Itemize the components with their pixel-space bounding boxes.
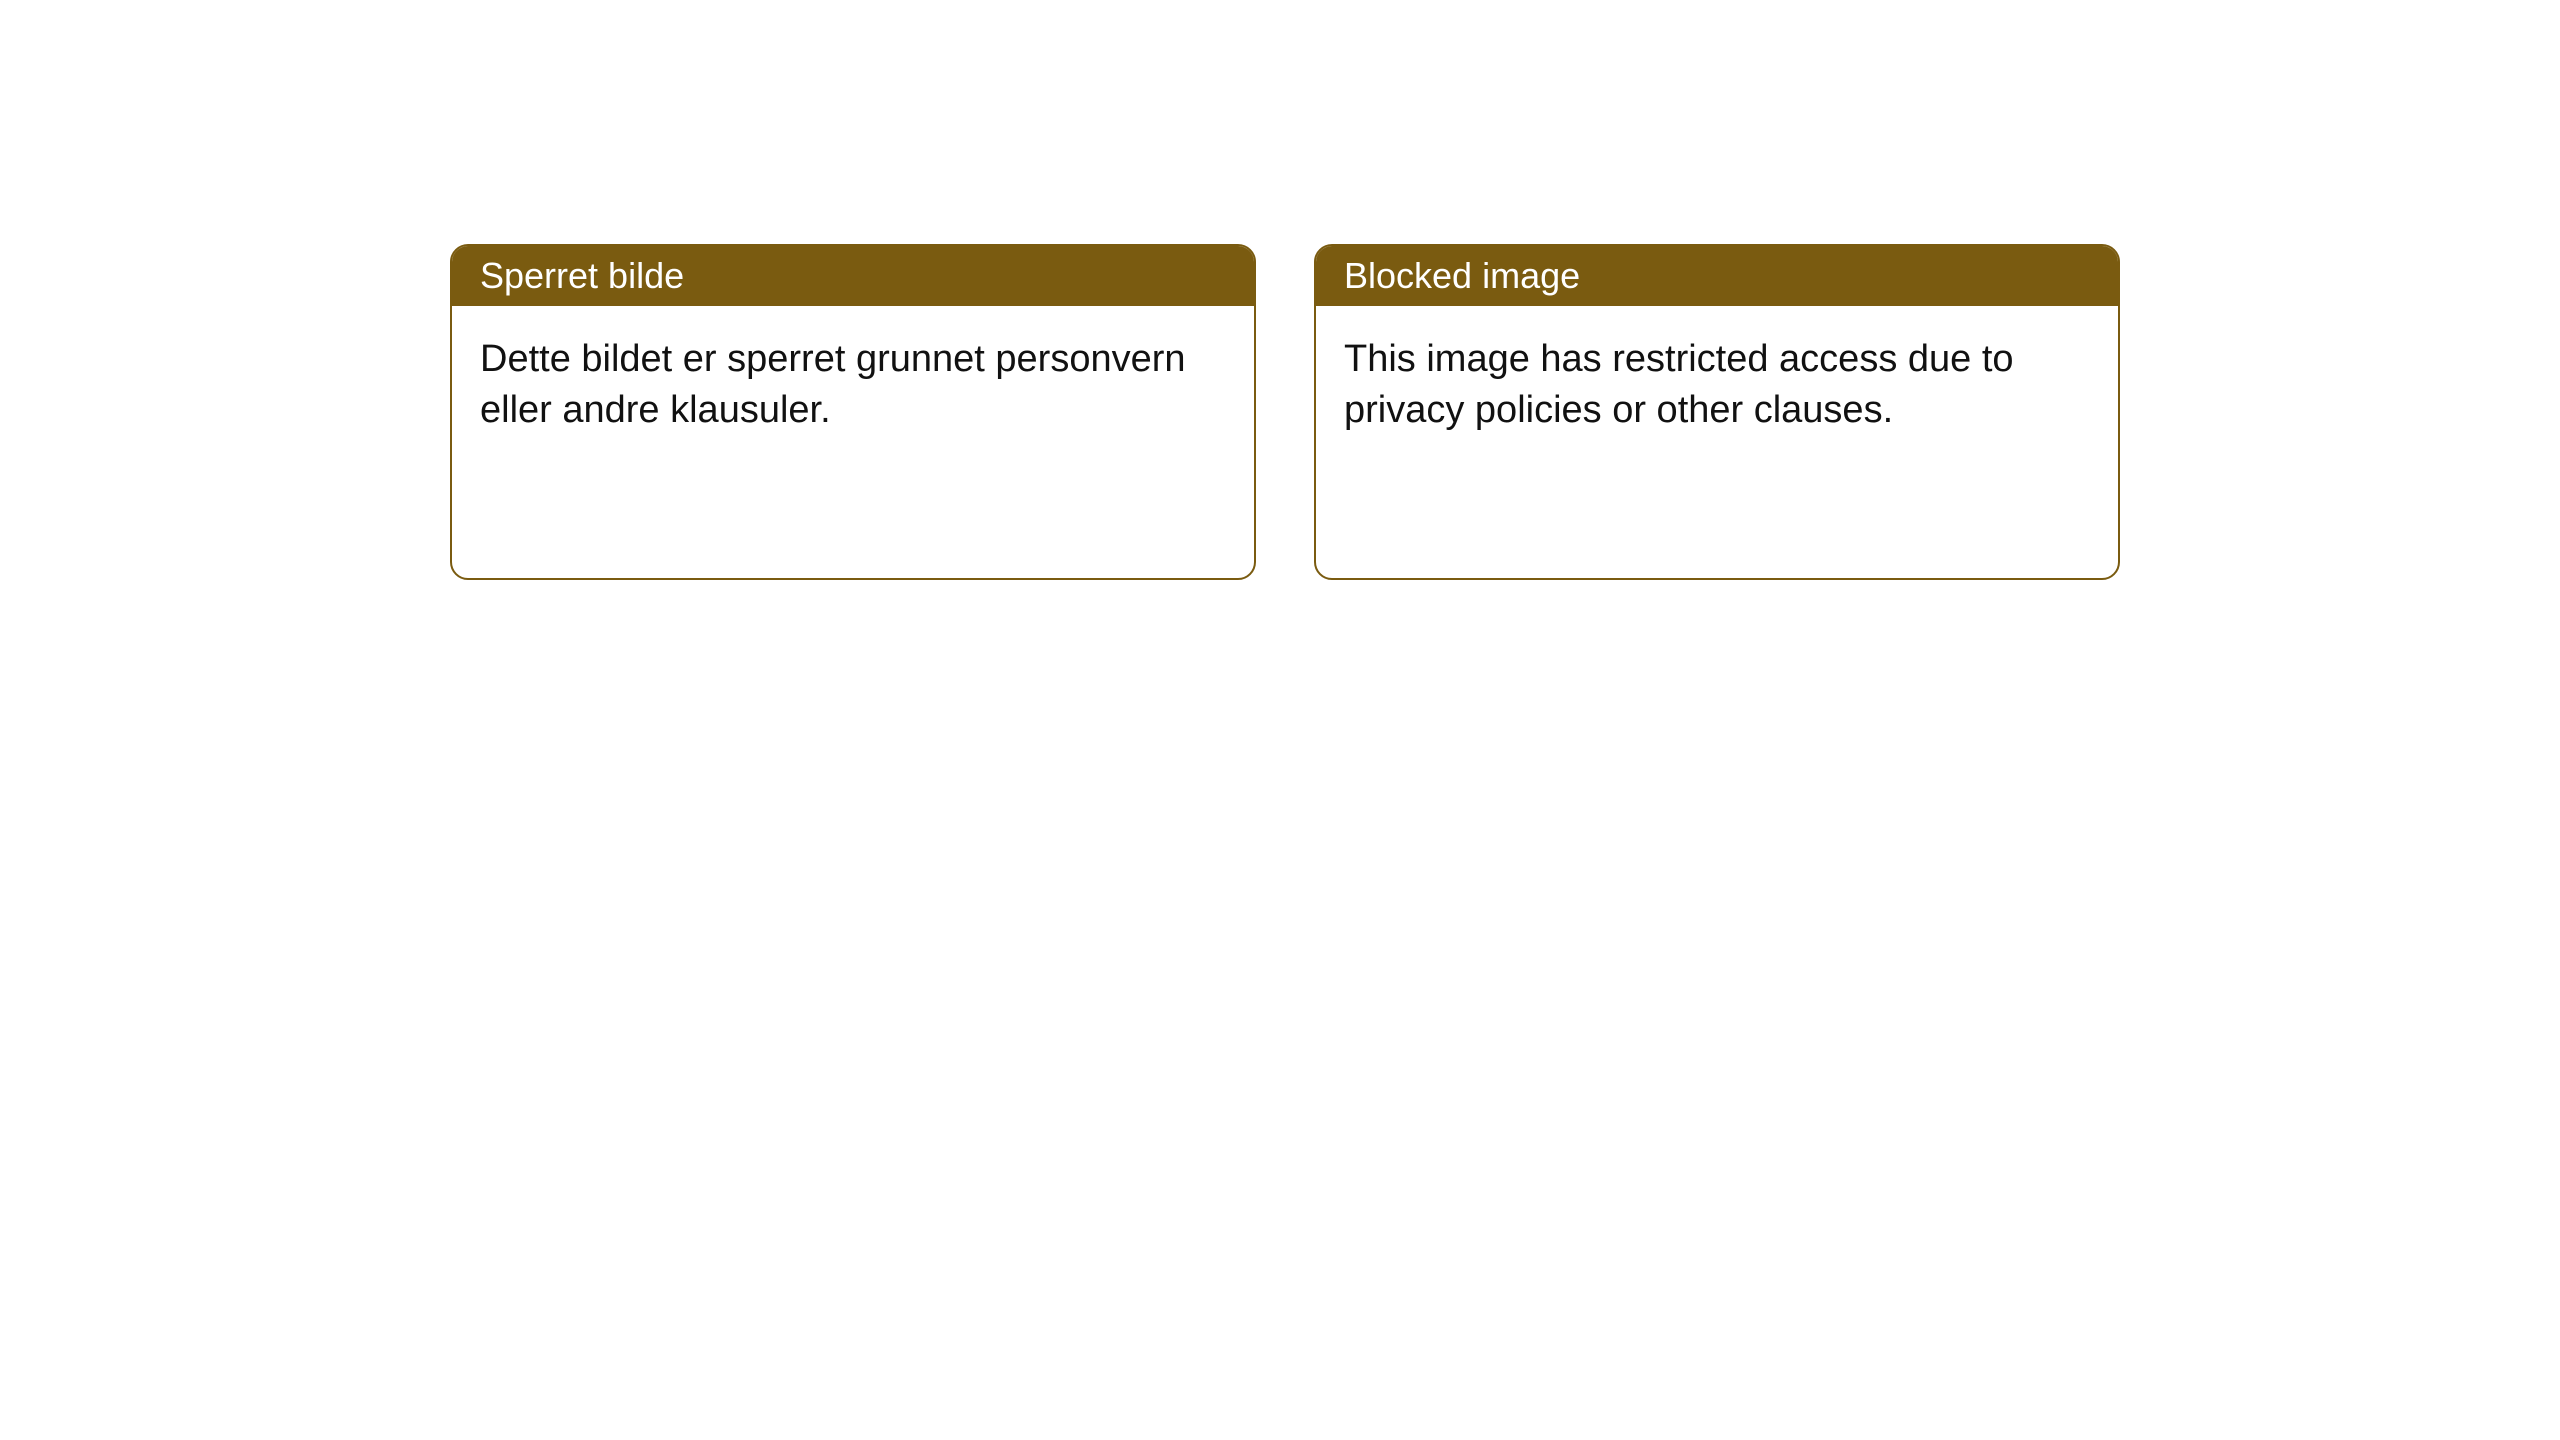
notice-container: Sperret bilde Dette bildet er sperret gr…: [450, 244, 2120, 580]
card-title-english: Blocked image: [1344, 255, 1580, 297]
notice-card-english: Blocked image This image has restricted …: [1314, 244, 2120, 580]
card-header-english: Blocked image: [1316, 246, 2118, 306]
card-body-norwegian: Dette bildet er sperret grunnet personve…: [452, 306, 1254, 465]
notice-card-norwegian: Sperret bilde Dette bildet er sperret gr…: [450, 244, 1256, 580]
card-message-english: This image has restricted access due to …: [1344, 338, 2014, 431]
card-title-norwegian: Sperret bilde: [480, 255, 684, 297]
card-message-norwegian: Dette bildet er sperret grunnet personve…: [480, 338, 1186, 431]
card-body-english: This image has restricted access due to …: [1316, 306, 2118, 465]
card-header-norwegian: Sperret bilde: [452, 246, 1254, 306]
